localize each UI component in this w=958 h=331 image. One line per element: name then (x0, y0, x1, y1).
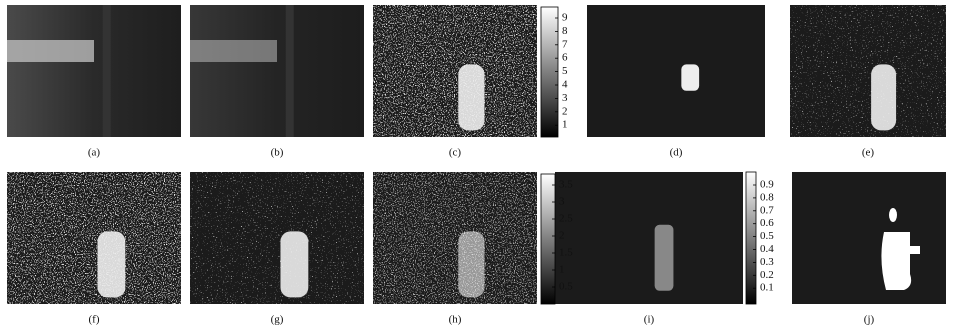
colorbar-tick-label: 1.5 (559, 247, 573, 259)
colorbar (746, 172, 756, 304)
colorbar-tick-label: 9 (562, 12, 568, 24)
colorbar-tick-label: 0.9 (760, 179, 774, 191)
noise-texture (373, 5, 537, 137)
panel-label: (f) (89, 314, 100, 326)
noise-texture (7, 172, 181, 304)
colorbar-tick-label: 0.1 (760, 282, 774, 294)
object-blob (655, 225, 674, 291)
colorbar-tick-label: 0.5 (760, 230, 774, 242)
object-blob (97, 231, 125, 297)
colorbar-tick-label: 0.7 (760, 204, 774, 216)
panel-label: (e) (862, 147, 875, 159)
colorbar-tick-label: 0.2 (760, 269, 774, 281)
colorbar-tick-label: 0.8 (760, 191, 774, 203)
figure: (a)(b)(c)(d)(e)(f)(g)(h)(i)(j)9876543213… (0, 0, 958, 331)
object-blob (871, 64, 896, 130)
noise-texture (190, 172, 364, 304)
colorbar-tick-label: 6 (562, 52, 568, 64)
panel-label: (d) (670, 147, 683, 159)
mask-blob (889, 208, 897, 222)
colorbar-tick-label: 2 (562, 105, 568, 117)
colorbar-tick-label: 2.5 (559, 213, 573, 225)
noise-texture (373, 172, 537, 304)
colorbar-tick-label: 5 (562, 65, 568, 77)
object-blob (458, 64, 484, 130)
window-frame (286, 5, 294, 137)
colorbar-tick-label: 8 (562, 25, 568, 37)
image-panel (555, 172, 743, 304)
panel-label: (c) (449, 147, 462, 159)
colorbar-tick-label: 2 (559, 230, 565, 242)
panel-label: (j) (864, 314, 875, 326)
window-glow (7, 40, 94, 62)
colorbar-tick-label: 3 (562, 92, 568, 104)
colorbar-tick-label: 1 (559, 264, 565, 276)
window-frame (103, 5, 111, 137)
object-blob (681, 64, 699, 90)
colorbar-tick-label: 7 (562, 38, 568, 50)
colorbar-tick-label: 0.3 (760, 256, 774, 268)
object-blob (280, 231, 308, 297)
window-glow (190, 40, 277, 62)
image-region (7, 5, 181, 137)
colorbar-tick-label: 1 (562, 119, 568, 131)
image-panel (587, 5, 765, 137)
colorbar-tick-label: 3.5 (559, 179, 573, 191)
panel-label: (i) (644, 314, 655, 326)
image-region (190, 5, 364, 137)
colorbar-tick-label: 0.6 (760, 217, 774, 229)
panel-label: (a) (88, 147, 101, 159)
image-panel (792, 172, 946, 304)
colorbar-tick-label: 3 (559, 196, 565, 208)
panel-label: (b) (271, 147, 284, 159)
colorbar-tick-label: 0.5 (559, 281, 573, 293)
noise-texture (790, 5, 946, 137)
colorbar-tick-label: 0.4 (760, 243, 774, 255)
colorbar (541, 174, 555, 304)
colorbar-tick-label: 4 (562, 79, 568, 91)
object-blob (458, 231, 484, 297)
panel-label: (h) (449, 314, 462, 326)
panel-label: (g) (271, 314, 284, 326)
